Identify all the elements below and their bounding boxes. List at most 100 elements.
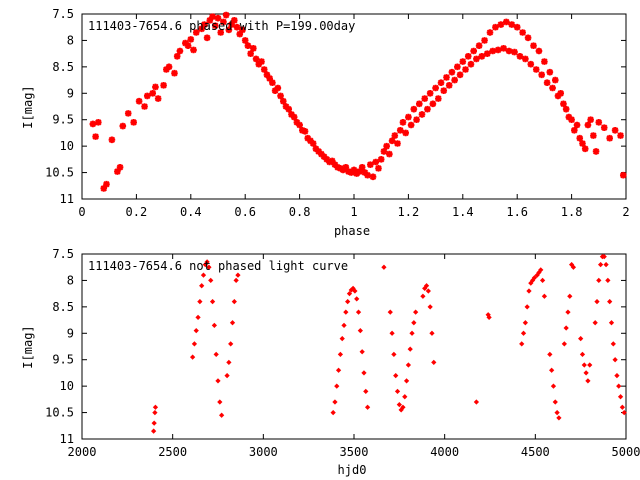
top-y-tick-label: 8.5 [52, 60, 74, 74]
data-point [583, 370, 589, 376]
data-point [354, 296, 360, 302]
data-point [421, 95, 429, 102]
data-point [557, 89, 565, 97]
data-point [423, 283, 430, 289]
data-point [339, 335, 345, 342]
data-point [285, 105, 293, 113]
data-point [396, 402, 402, 408]
data-point [389, 330, 395, 336]
data-point [530, 42, 537, 50]
data-point [151, 428, 157, 434]
data-point [290, 113, 298, 121]
data-point [346, 291, 353, 297]
top-x-tick-label: 0.2 [126, 205, 148, 219]
data-point [475, 42, 483, 50]
bottom-x-axis: 2000 2500 3000 3500 4000 4500 5000 [68, 254, 640, 459]
data-point [425, 288, 431, 294]
data-point [266, 75, 273, 82]
data-point [228, 21, 235, 28]
data-point [570, 264, 577, 270]
data-point [332, 399, 338, 405]
data-point [617, 394, 624, 400]
data-point [375, 165, 382, 172]
data-point [464, 52, 472, 60]
data-point [335, 367, 342, 373]
data-point [271, 87, 279, 94]
data-point [538, 71, 545, 79]
data-point [176, 47, 184, 55]
data-point [330, 409, 336, 416]
data-point [394, 388, 401, 395]
data-point [356, 168, 363, 175]
data-point [233, 23, 241, 31]
data-point [612, 357, 618, 363]
data-point [407, 346, 413, 352]
data-point [411, 320, 417, 326]
data-point [451, 76, 458, 84]
data-point [407, 121, 415, 129]
data-point [546, 68, 554, 76]
data-point [372, 158, 380, 166]
data-point [235, 272, 241, 278]
data-point [337, 351, 344, 358]
data-point [388, 137, 396, 145]
data-point [391, 351, 397, 358]
data-point [526, 288, 532, 294]
bottom-y-tick-label: 11 [60, 432, 74, 446]
data-point [201, 21, 208, 28]
data-point [456, 71, 464, 79]
data-point [532, 66, 540, 73]
data-point [219, 412, 225, 418]
data-point [522, 55, 529, 63]
data-point [334, 163, 341, 171]
data-point [323, 156, 331, 163]
data-point [288, 111, 295, 118]
data-point [244, 42, 252, 50]
data-point [614, 372, 620, 379]
data-point [413, 116, 420, 124]
data-point [141, 103, 148, 110]
data-point [543, 79, 551, 87]
data-point [320, 153, 328, 161]
data-point [206, 17, 214, 24]
data-point [369, 173, 377, 181]
data-point [396, 126, 404, 134]
data-point [352, 288, 358, 294]
bottom-y-tick-label: 9.5 [52, 353, 74, 367]
top-x-tick-label: 0.4 [180, 205, 202, 219]
data-point [100, 185, 108, 192]
data-point [505, 47, 513, 55]
data-point [467, 60, 475, 68]
data-point [229, 320, 236, 326]
data-point [611, 126, 619, 134]
data-point [581, 362, 587, 368]
data-point [549, 367, 555, 373]
data-point [160, 82, 167, 89]
data-point [552, 399, 558, 405]
data-point [519, 341, 525, 347]
data-point [445, 82, 453, 89]
data-point [605, 277, 611, 284]
data-point [124, 110, 132, 117]
bottom-y-tick-label: 10.5 [45, 406, 74, 420]
data-point [386, 150, 393, 158]
data-point [231, 17, 238, 24]
data-point [326, 158, 333, 166]
data-point [345, 298, 351, 305]
data-point [260, 66, 268, 73]
data-point [193, 328, 199, 334]
data-point [236, 30, 244, 38]
data-point [355, 309, 362, 315]
data-point [454, 63, 461, 71]
data-point [252, 55, 260, 63]
data-point [92, 133, 99, 140]
data-point [191, 341, 198, 347]
data-point [527, 60, 535, 68]
data-point [190, 46, 197, 54]
data-point [415, 100, 423, 108]
data-point [584, 121, 592, 129]
data-point [399, 119, 407, 126]
data-point [247, 50, 254, 57]
data-point [154, 95, 162, 102]
data-point [426, 89, 434, 97]
